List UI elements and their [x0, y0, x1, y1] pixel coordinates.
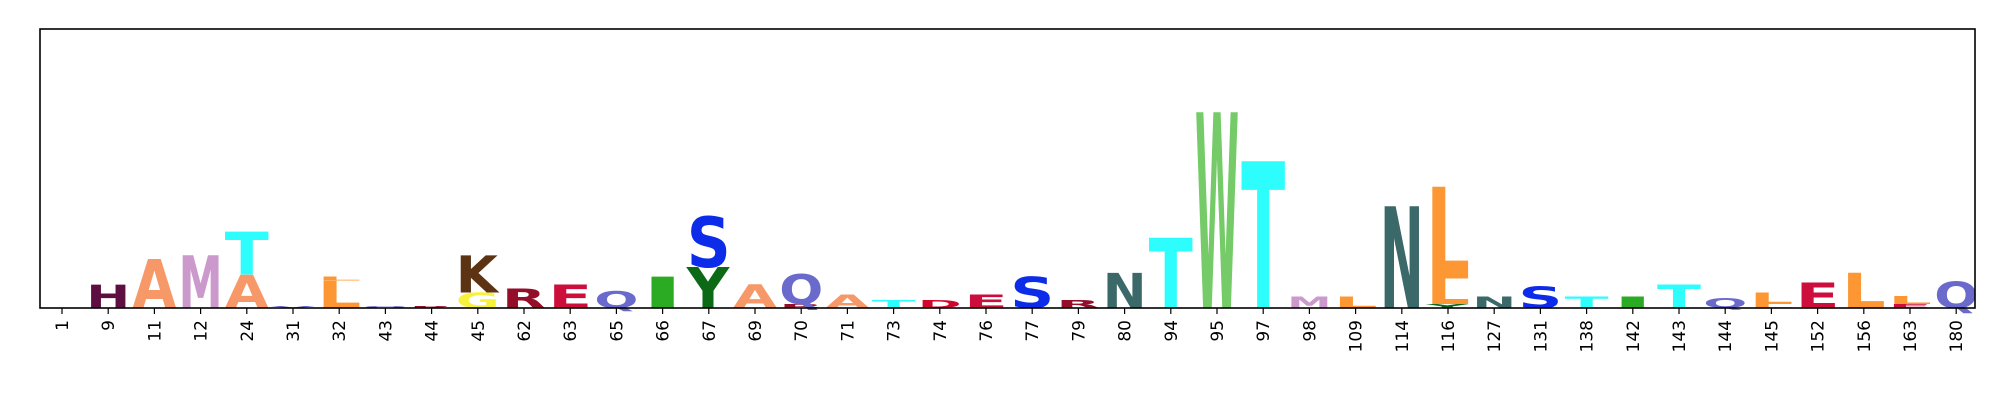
logo-letter-E: E — [1888, 303, 1932, 309]
logo-letter-M: M — [179, 242, 223, 327]
x-tick-label: 94 — [1162, 320, 1182, 342]
x-axis — [61, 308, 1957, 314]
logo-letter-L: L — [1888, 294, 1932, 307]
x-tick-label: 143 — [1670, 320, 1690, 352]
x-tick-label: 12 — [192, 320, 212, 342]
logo-letter-I: I — [1611, 293, 1655, 312]
logo-letter-L: L — [317, 274, 361, 318]
logo-letter-T: T — [225, 220, 269, 289]
x-tick-label: 80 — [1116, 320, 1136, 342]
logo-letter-R: R — [779, 303, 823, 309]
x-tick-label: 45 — [469, 320, 489, 342]
logo-letter-S: S — [1010, 269, 1054, 319]
x-tick-label: 138 — [1578, 320, 1598, 352]
logo-letter-N: N — [1103, 263, 1147, 319]
x-tick-label: 66 — [654, 320, 674, 342]
x-tick-label: 163 — [1901, 320, 1921, 352]
x-tick-label: 32 — [330, 320, 350, 342]
x-tick-label: 73 — [885, 320, 905, 342]
logo-letter-S: S — [687, 203, 731, 284]
x-tick-label: 62 — [515, 320, 535, 342]
plot-frame — [39, 28, 1976, 309]
x-tick-label: 67 — [700, 320, 720, 342]
x-tick-label: 76 — [977, 320, 997, 342]
x-tick-label: 114 — [1393, 320, 1413, 352]
x-tick-label: 131 — [1531, 320, 1551, 352]
logo-letter-E: E — [964, 291, 1008, 313]
x-tick-label: 70 — [792, 320, 812, 342]
x-tick-label: 69 — [746, 320, 766, 342]
logo-letter-T: T — [1241, 122, 1285, 356]
logo-letter-A: A — [733, 278, 777, 316]
x-tick-label: 43 — [376, 320, 396, 342]
logo-letter-T: T — [1657, 279, 1701, 316]
logo-letter-Y: Y — [686, 256, 731, 322]
logo-letter-V: V — [271, 306, 315, 309]
x-tick-label: 1 — [53, 320, 73, 331]
logo-letter-L: L — [1749, 303, 1793, 309]
logo-letter-L: L — [1842, 264, 1886, 320]
x-tick-label: 71 — [838, 320, 858, 342]
x-tick-label: 63 — [561, 320, 581, 342]
x-tick-label: 31 — [284, 320, 304, 342]
logo-letter-I: I — [641, 303, 685, 309]
logo-letter-R: R — [502, 283, 546, 314]
x-tick-label: 77 — [1023, 320, 1043, 342]
logo-letter-Y: Y — [1425, 303, 1470, 309]
logo-letter-S: S — [1518, 281, 1562, 315]
x-tick-label: 11 — [145, 320, 165, 342]
logo-letter-E: E — [1796, 276, 1840, 316]
x-tick-label: 109 — [1347, 320, 1367, 352]
logo-letter-L: L — [317, 276, 361, 282]
logo-letter-D: D — [918, 298, 962, 310]
logo-letter-Q: Q — [779, 267, 823, 314]
x-tick-label: 9 — [99, 320, 119, 331]
logo-letter-A: A — [132, 245, 176, 324]
logo-letter-L: L — [1426, 162, 1470, 308]
x-tick-label: 44 — [423, 320, 443, 342]
logo-letter-M: M — [1287, 293, 1331, 312]
x-tick-label: 116 — [1439, 320, 1459, 352]
logo-letter-A: A — [225, 266, 269, 319]
logo-letter-N: N — [1380, 178, 1424, 341]
x-tick-label: 74 — [931, 320, 951, 342]
x-tick-label: 98 — [1300, 320, 1320, 342]
x-tick-label: 156 — [1855, 320, 1875, 352]
logo-letters: H A M ATV LLQ R GK R E Q II YSA RQ A T D E S R N T W T M L N YLL N S… — [86, 60, 1978, 372]
logo-letter-I: I — [641, 269, 685, 313]
logo-letter-T: T — [1565, 293, 1609, 312]
logo-letter-W: W — [1195, 60, 1239, 372]
logo-letter-L: L — [1426, 272, 1470, 313]
logo-letter-R: R — [410, 305, 454, 308]
logo-letter-H: H — [86, 279, 130, 316]
x-tick-label: 65 — [607, 320, 627, 342]
logo-letter-Q: Q — [1934, 274, 1978, 317]
x-tick-label: 144 — [1716, 320, 1736, 352]
logo-letter-Q: Q — [1703, 295, 1747, 311]
logo-letter-K: K — [456, 246, 500, 305]
logo-letter-L: L — [1334, 293, 1378, 312]
x-tick-label: 145 — [1762, 320, 1782, 352]
x-tick-label: 24 — [238, 320, 258, 342]
logo-letter-Q: Q — [594, 287, 638, 313]
logo-letter-E: E — [548, 279, 592, 316]
logo-letter-L: L — [1749, 289, 1793, 308]
x-tick-label: 95 — [1208, 320, 1228, 342]
logo-letter-G: G — [456, 288, 500, 313]
x-tick-label: 97 — [1254, 320, 1274, 342]
x-tick-labels: 1 9 11 12 24 31 32 43 44 45 62 63 65 66 67 69 70 71 73 74 76… — [53, 320, 1967, 352]
x-tick-label: 180 — [1947, 320, 1967, 352]
logo-letter-T: T — [1149, 220, 1193, 332]
x-tick-label: 142 — [1624, 320, 1644, 352]
logo-letter-N: N — [1472, 293, 1516, 312]
logo-letter-A: A — [825, 291, 869, 313]
x-tick-label: 79 — [1069, 320, 1089, 342]
x-tick-label: 127 — [1485, 320, 1505, 352]
x-tick-label: 152 — [1809, 320, 1829, 352]
